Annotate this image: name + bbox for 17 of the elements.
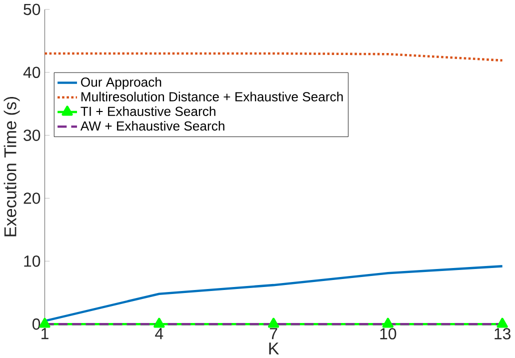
y-tick-label: 50	[24, 4, 40, 15]
legend-label: TI + Exhaustive Search	[80, 106, 216, 116]
x-tick-label: 1	[42, 328, 48, 339]
x-axis-title: K	[269, 342, 280, 354]
y-tick-label: 40	[23, 66, 40, 78]
y-tick-label: 20	[24, 192, 40, 204]
x-tick-label: 13	[494, 328, 510, 340]
y-tick-label: 10	[24, 255, 40, 267]
y-tick-label: 30	[24, 130, 40, 141]
y-tick-label: 0	[32, 318, 40, 330]
legend-label: AW + Exhaustive Search	[80, 120, 224, 131]
x-tick-label: 4	[155, 328, 164, 339]
y-axis-title: Execution Time (s)	[4, 96, 20, 236]
legend-label: Multiresolution Distance + Exhaustive Search	[81, 92, 343, 102]
legend-label: Our Approach	[81, 77, 162, 90]
x-tick-label: 7	[270, 328, 278, 339]
x-tick-label: 10	[380, 328, 396, 340]
